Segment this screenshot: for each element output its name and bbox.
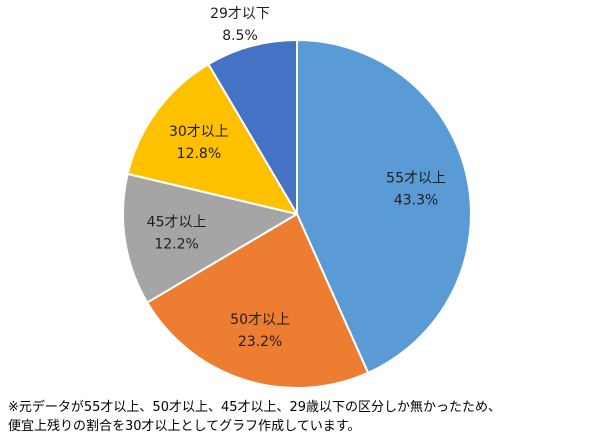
slices-layer <box>122 39 472 389</box>
pie-slice <box>126 63 298 215</box>
slice-value-label: 8.5% <box>222 28 258 44</box>
slice-value-label: 12.2% <box>154 236 198 252</box>
footnote-line-2: 便宜上残りの割合を30才以上としてグラフ作成しています。 <box>8 419 361 434</box>
slice-category-label: 50才以上 <box>230 312 290 328</box>
pie-slice <box>122 172 298 304</box>
slice-category-label: 29才以下 <box>210 6 270 22</box>
slice-category-label: 55才以上 <box>386 171 446 187</box>
slice-value-label: 43.3% <box>394 193 438 209</box>
slice-value-label: 12.8% <box>177 146 221 162</box>
pie-slice <box>146 213 370 389</box>
slice-category-label: 45才以上 <box>147 214 207 230</box>
slice-category-label: 30才以上 <box>169 124 229 140</box>
footnote: ※元データが55才以上、50才以上、45才以上、29歳以下の区分しか無かったため… <box>8 398 608 436</box>
pie-slice <box>207 39 298 215</box>
pie-slice <box>296 39 472 374</box>
labels-layer: 55才以上 43.3% 50才以上 23.2% 45才以上 12.2% 30才以上 12.8%… <box>147 6 446 350</box>
slice-value-label: 23.2% <box>238 334 282 350</box>
footnote-line-1: ※元データが55才以上、50才以上、45才以上、29歳以下の区分しか無かったため… <box>8 400 502 415</box>
